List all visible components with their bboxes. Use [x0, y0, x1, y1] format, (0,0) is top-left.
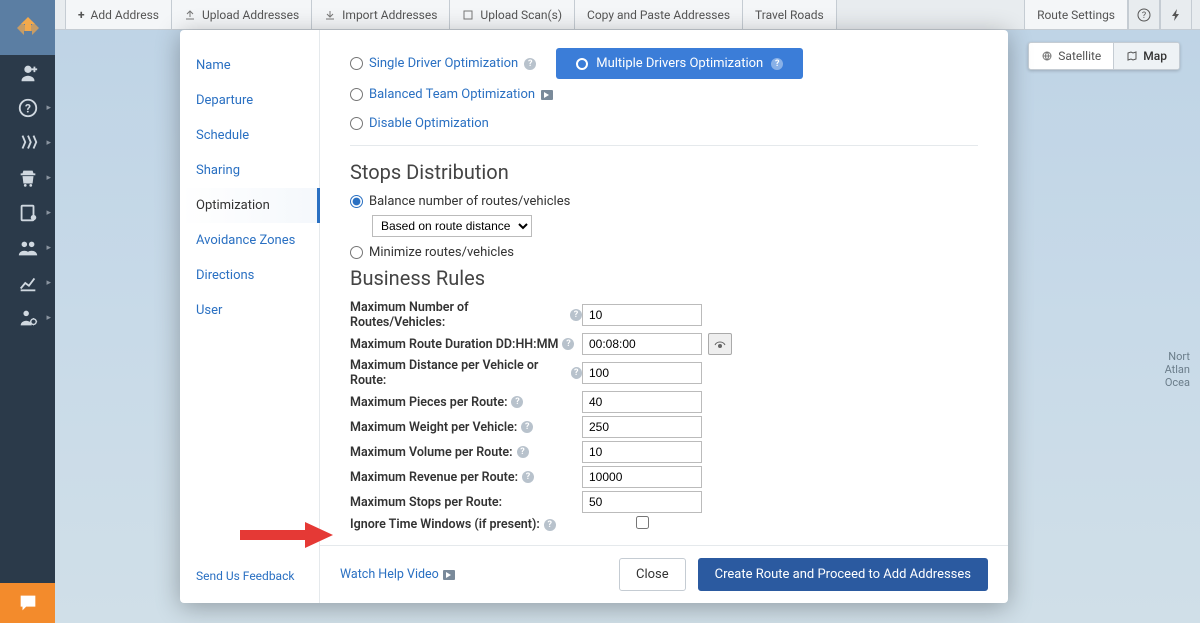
max-weight-label: Maximum Weight per Vehicle:?: [350, 420, 582, 435]
close-button[interactable]: Close: [619, 558, 686, 591]
route-settings-button[interactable]: Route Settings: [1024, 0, 1128, 29]
duration-picker-button[interactable]: [708, 333, 732, 355]
nav-directions[interactable]: Directions: [180, 258, 319, 293]
ignore-tw-label: Ignore Time Windows (if present):?: [350, 517, 582, 532]
sidebar-addressbook[interactable]: ▸: [0, 195, 55, 230]
opt-single-driver[interactable]: Single Driver Optimization?: [350, 56, 536, 71]
max-revenue-label: Maximum Revenue per Route:?: [350, 470, 582, 485]
ignore-tw-checkbox[interactable]: [636, 516, 649, 529]
import-addresses-button[interactable]: Import Addresses: [312, 0, 450, 29]
nav-name[interactable]: Name: [180, 48, 319, 83]
watch-help-video-link[interactable]: Watch Help Video: [340, 567, 455, 582]
upload-scans-button[interactable]: Upload Scan(s): [450, 0, 575, 29]
help-icon: ?: [571, 367, 582, 379]
help-icon: ?: [517, 446, 529, 458]
upload-addresses-button[interactable]: Upload Addresses: [172, 0, 312, 29]
help-icon: ?: [522, 471, 534, 483]
stops-heading: Stops Distribution: [350, 160, 978, 184]
map-type-control: Satellite Map: [1028, 42, 1180, 70]
svg-text:?: ?: [25, 101, 31, 115]
map-label-atlantic: Nort Atlan Ocea: [1165, 350, 1190, 389]
help-icon[interactable]: ?: [1128, 0, 1160, 29]
balance-label: Balance number of routes/vehicles: [369, 194, 570, 209]
help-icon: ?: [771, 58, 783, 70]
satellite-toggle[interactable]: Satellite: [1029, 43, 1113, 69]
nav-sharing[interactable]: Sharing: [180, 153, 319, 188]
sidebar-analytics[interactable]: ▸: [0, 265, 55, 300]
max-duration-label: Maximum Route Duration DD:HH:MM?: [350, 337, 582, 352]
balance-radio[interactable]: [350, 195, 363, 208]
sidebar-orders[interactable]: ▸: [0, 160, 55, 195]
max-pieces-label: Maximum Pieces per Route:?: [350, 395, 582, 410]
opt-disable[interactable]: Disable Optimization: [350, 116, 489, 131]
chat-button[interactable]: [0, 583, 55, 623]
left-sidebar: ?▸ ▸ ▸ ▸ ▸ ▸ ▸: [0, 0, 55, 623]
opt-balanced-team[interactable]: Balanced Team Optimization: [350, 87, 553, 102]
top-toolbar: +Add Address Upload Addresses Import Add…: [55, 0, 1200, 30]
video-icon: [541, 90, 553, 100]
opt-multiple-drivers[interactable]: Multiple Drivers Optimization?: [556, 48, 803, 79]
sidebar-routes[interactable]: ▸: [0, 125, 55, 160]
add-address-button[interactable]: +Add Address: [65, 0, 172, 29]
minimize-radio[interactable]: [350, 246, 363, 259]
help-icon: ?: [524, 58, 536, 70]
nav-departure[interactable]: Departure: [180, 83, 319, 118]
nav-avoidance[interactable]: Avoidance Zones: [180, 223, 319, 258]
sidebar-team[interactable]: ▸: [0, 230, 55, 265]
max-distance-label: Maximum Distance per Vehicle or Route:?: [350, 358, 582, 388]
video-icon: [443, 570, 455, 580]
map-toggle[interactable]: Map: [1113, 43, 1179, 69]
max-stops-label: Maximum Stops per Route:: [350, 495, 582, 510]
bolt-icon[interactable]: [1160, 0, 1192, 29]
help-icon: ?: [511, 396, 523, 408]
max-duration-input[interactable]: [582, 333, 702, 355]
svg-text:?: ?: [1142, 11, 1146, 21]
nav-user[interactable]: User: [180, 293, 319, 328]
create-route-button[interactable]: Create Route and Proceed to Add Addresse…: [698, 558, 988, 591]
copy-paste-button[interactable]: Copy and Paste Addresses: [575, 0, 743, 29]
max-volume-label: Maximum Volume per Route:?: [350, 445, 582, 460]
help-icon: ?: [544, 519, 556, 531]
app-logo[interactable]: [0, 0, 55, 55]
help-icon: ?: [570, 309, 582, 321]
sidebar-admin[interactable]: ▸: [0, 300, 55, 335]
max-revenue-input[interactable]: [582, 466, 702, 488]
send-feedback-link[interactable]: Send Us Feedback: [180, 559, 319, 593]
help-icon: ?: [521, 421, 533, 433]
nav-schedule[interactable]: Schedule: [180, 118, 319, 153]
modal-content: Single Driver Optimization? Multiple Dri…: [320, 30, 1008, 603]
max-volume-input[interactable]: [582, 441, 702, 463]
rules-heading: Business Rules: [350, 266, 978, 290]
help-icon: ?: [562, 338, 574, 350]
max-stops-input[interactable]: [582, 491, 702, 513]
max-weight-input[interactable]: [582, 416, 702, 438]
max-distance-input[interactable]: [582, 362, 702, 384]
minimize-label: Minimize routes/vehicles: [369, 245, 514, 260]
max-pieces-input[interactable]: [582, 391, 702, 413]
route-settings-modal: Name Departure Schedule Sharing Optimiza…: [180, 30, 1008, 603]
max-routes-label: Maximum Number of Routes/Vehicles:?: [350, 300, 582, 330]
sidebar-add-user[interactable]: [0, 55, 55, 90]
modal-nav: Name Departure Schedule Sharing Optimiza…: [180, 30, 320, 603]
max-routes-input[interactable]: [582, 304, 702, 326]
balance-basis-select[interactable]: Based on route distance: [372, 215, 532, 237]
modal-footer: Watch Help Video Close Create Route and …: [320, 545, 1008, 603]
nav-optimization[interactable]: Optimization: [180, 188, 320, 223]
travel-roads-button[interactable]: Travel Roads: [743, 0, 837, 29]
sidebar-help[interactable]: ?▸: [0, 90, 55, 125]
